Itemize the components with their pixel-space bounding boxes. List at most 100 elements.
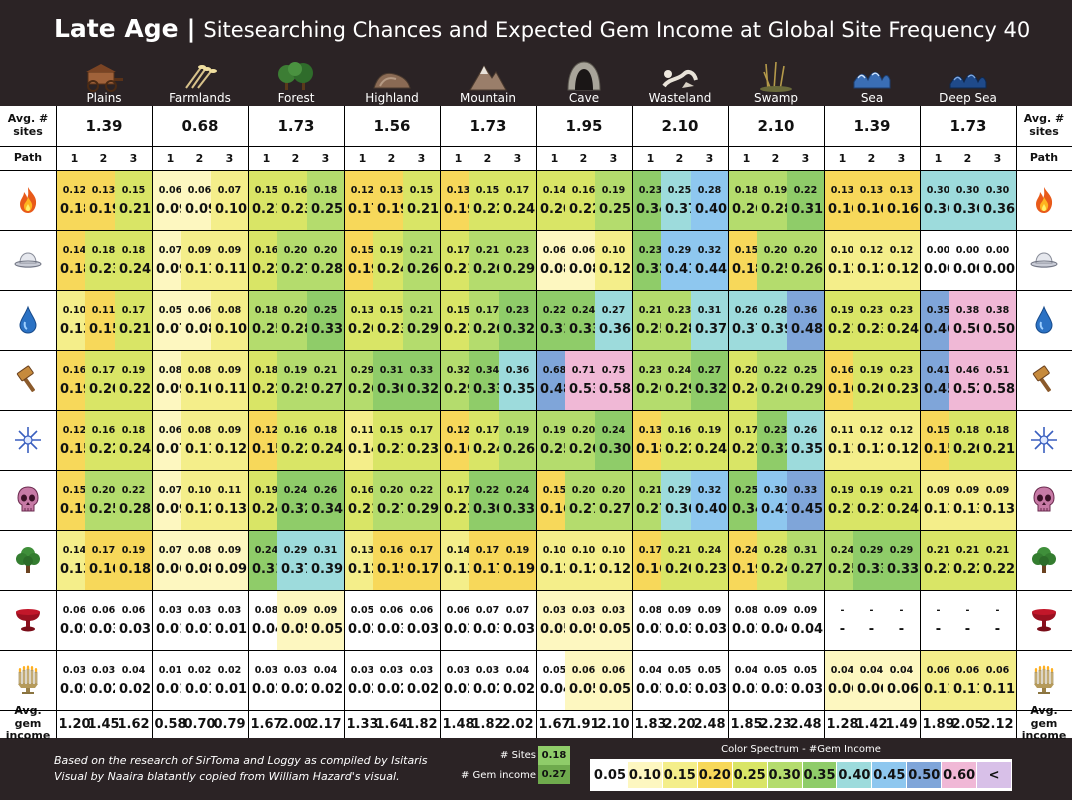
- path-terrain-cell: - - - - - -: [824, 590, 920, 650]
- path-terrain-cell: 0.15 0.19 0.20 0.25 0.22 0.28: [56, 470, 152, 530]
- gem-color-swatch: [757, 650, 787, 710]
- site-chance-value: 0.16: [62, 365, 87, 376]
- site-chance-value: 0.34: [475, 365, 500, 376]
- path-terrain-cell: 0.16 0.21 0.20 0.27 0.22 0.29: [344, 470, 440, 530]
- terrain-header-farmlands: Farmlands: [152, 56, 248, 106]
- site-chance-value: 0.12: [446, 425, 471, 436]
- gem-income-value: 0.29: [407, 322, 440, 337]
- site-chance-value: 0.41: [926, 365, 951, 376]
- site-chance-value: 0.71: [571, 365, 596, 376]
- gem-color-swatch: [56, 350, 86, 410]
- avg-gem-income-value: 2.02: [501, 716, 534, 732]
- gem-income-value: 0.32: [761, 442, 794, 457]
- path-terrain-cell: 0.21 0.27 0.29 0.36 0.32 0.40: [632, 470, 728, 530]
- gem-color-swatch: [565, 350, 595, 410]
- gem-color-swatch: [536, 290, 566, 350]
- site-chance-value: 0.08: [217, 305, 242, 316]
- site-chance-value: 0.75: [601, 365, 626, 376]
- gem-income-value: 0.22: [983, 562, 1016, 577]
- site-chance-value: 0.03: [542, 605, 567, 616]
- site-chance-value: 0.04: [734, 665, 759, 676]
- gem-income-value: 0.53: [569, 382, 602, 397]
- gem-color-swatch: [307, 410, 344, 470]
- gem-income-value: 0.48: [791, 322, 824, 337]
- path-level-header: 3: [129, 151, 138, 165]
- gem-income-value: 0.12: [857, 442, 890, 457]
- site-chance-value: 0.24: [505, 485, 530, 496]
- site-chance-value: 0.03: [254, 665, 279, 676]
- site-chance-value: 0.04: [830, 665, 855, 676]
- gem-income-value: 0.27: [599, 502, 632, 517]
- site-chance-value: 0.09: [926, 485, 951, 496]
- gem-color-swatch: [469, 170, 499, 230]
- gem-color-swatch: [403, 410, 440, 470]
- gem-income-value: 0.21: [828, 502, 861, 517]
- gem-color-swatch: [853, 530, 883, 590]
- gem-income-value: 0.05: [599, 682, 632, 697]
- gem-color-swatch: [344, 410, 374, 470]
- site-chance-value: 0.06: [379, 605, 404, 616]
- path-terrain-cell: 0.06 0.07 0.08 0.11 0.09 0.12: [152, 410, 248, 470]
- gem-color-swatch: [152, 530, 182, 590]
- gem-income-value: 0.24: [252, 502, 285, 517]
- gem-color-swatch: [757, 410, 787, 470]
- gem-income-value: 0.29: [444, 382, 477, 397]
- gem-color-swatch: [181, 230, 211, 290]
- site-chance-value: 0.11: [830, 425, 855, 436]
- gem-color-swatch: [787, 410, 824, 470]
- gem-color-swatch: [211, 290, 248, 350]
- site-chance-value: 0.19: [830, 485, 855, 496]
- path-label-left: Path: [13, 150, 43, 164]
- avg-gem-income-value: 2.23: [759, 716, 792, 732]
- water-icon: [0, 290, 56, 350]
- gem-income-value: 0.26: [732, 202, 765, 217]
- gem-income-value: 0.13: [215, 502, 248, 517]
- gem-color-swatch: [787, 290, 824, 350]
- gem-income-value: 0.40: [695, 502, 728, 517]
- gem-income-value: 0.09: [156, 202, 189, 217]
- gem-income-value: 0.20: [348, 322, 381, 337]
- site-chance-value: 0.19: [697, 425, 722, 436]
- site-chance-value: 0.25: [313, 305, 338, 316]
- avg-sites-plains: 1.39: [85, 117, 123, 135]
- site-table: Avg. # sites Avg. # sites Path Path Avg. gem…: [0, 106, 1072, 742]
- path-terrain-cell: 0.17 0.22 0.23 0.32 0.26 0.35: [728, 410, 824, 470]
- terrain-header-forest: Forest: [248, 56, 344, 106]
- site-chance-value: 0.06: [158, 425, 183, 436]
- path-level-header: 3: [417, 151, 426, 165]
- site-chance-value: 0.19: [859, 485, 884, 496]
- gem-color-swatch: [56, 290, 86, 350]
- site-chance-value: 0.05: [697, 665, 722, 676]
- site-chance-value: 0.21: [667, 545, 692, 556]
- site-chance-value: 0.09: [985, 485, 1010, 496]
- site-chance-value: 0.24: [734, 545, 759, 556]
- path-terrain-cell: 0.15 0.18 0.20 0.25 0.20 0.26: [728, 230, 824, 290]
- gem-color-swatch: [787, 470, 824, 530]
- site-chance-value: -: [840, 605, 845, 616]
- gem-color-swatch: [440, 470, 470, 530]
- site-chance-value: 0.13: [91, 185, 116, 196]
- gem-color-swatch: [469, 590, 499, 650]
- gem-income-value: 0.02: [119, 682, 152, 697]
- gem-color-swatch: [344, 230, 374, 290]
- gem-color-swatch: [979, 590, 1016, 650]
- gem-income-value: 0.11: [828, 442, 861, 457]
- gem-income-value: 0.33: [857, 562, 890, 577]
- avg-gem-income-value: 1.82: [405, 716, 438, 732]
- site-chance-value: 0.06: [187, 305, 212, 316]
- gem-color-swatch: [307, 350, 344, 410]
- site-chance-value: 0.15: [379, 305, 404, 316]
- site-chance-value: -: [965, 605, 970, 616]
- site-chance-value: 0.13: [889, 185, 914, 196]
- path-level-header: 3: [609, 151, 618, 165]
- gem-income-value: 0.22: [732, 442, 765, 457]
- grid-line: [152, 106, 153, 738]
- site-chance-value: 0.10: [601, 545, 626, 556]
- path-terrain-cell: 0.18 0.22 0.19 0.25 0.21 0.27: [248, 350, 344, 410]
- gem-color-swatch: [373, 350, 403, 410]
- gem-color-swatch: [344, 530, 374, 590]
- gem-income-value: 0.22: [119, 382, 152, 397]
- path-level-header: 1: [646, 151, 655, 165]
- gem-color-swatch: [595, 650, 632, 710]
- gem-color-swatch: [403, 470, 440, 530]
